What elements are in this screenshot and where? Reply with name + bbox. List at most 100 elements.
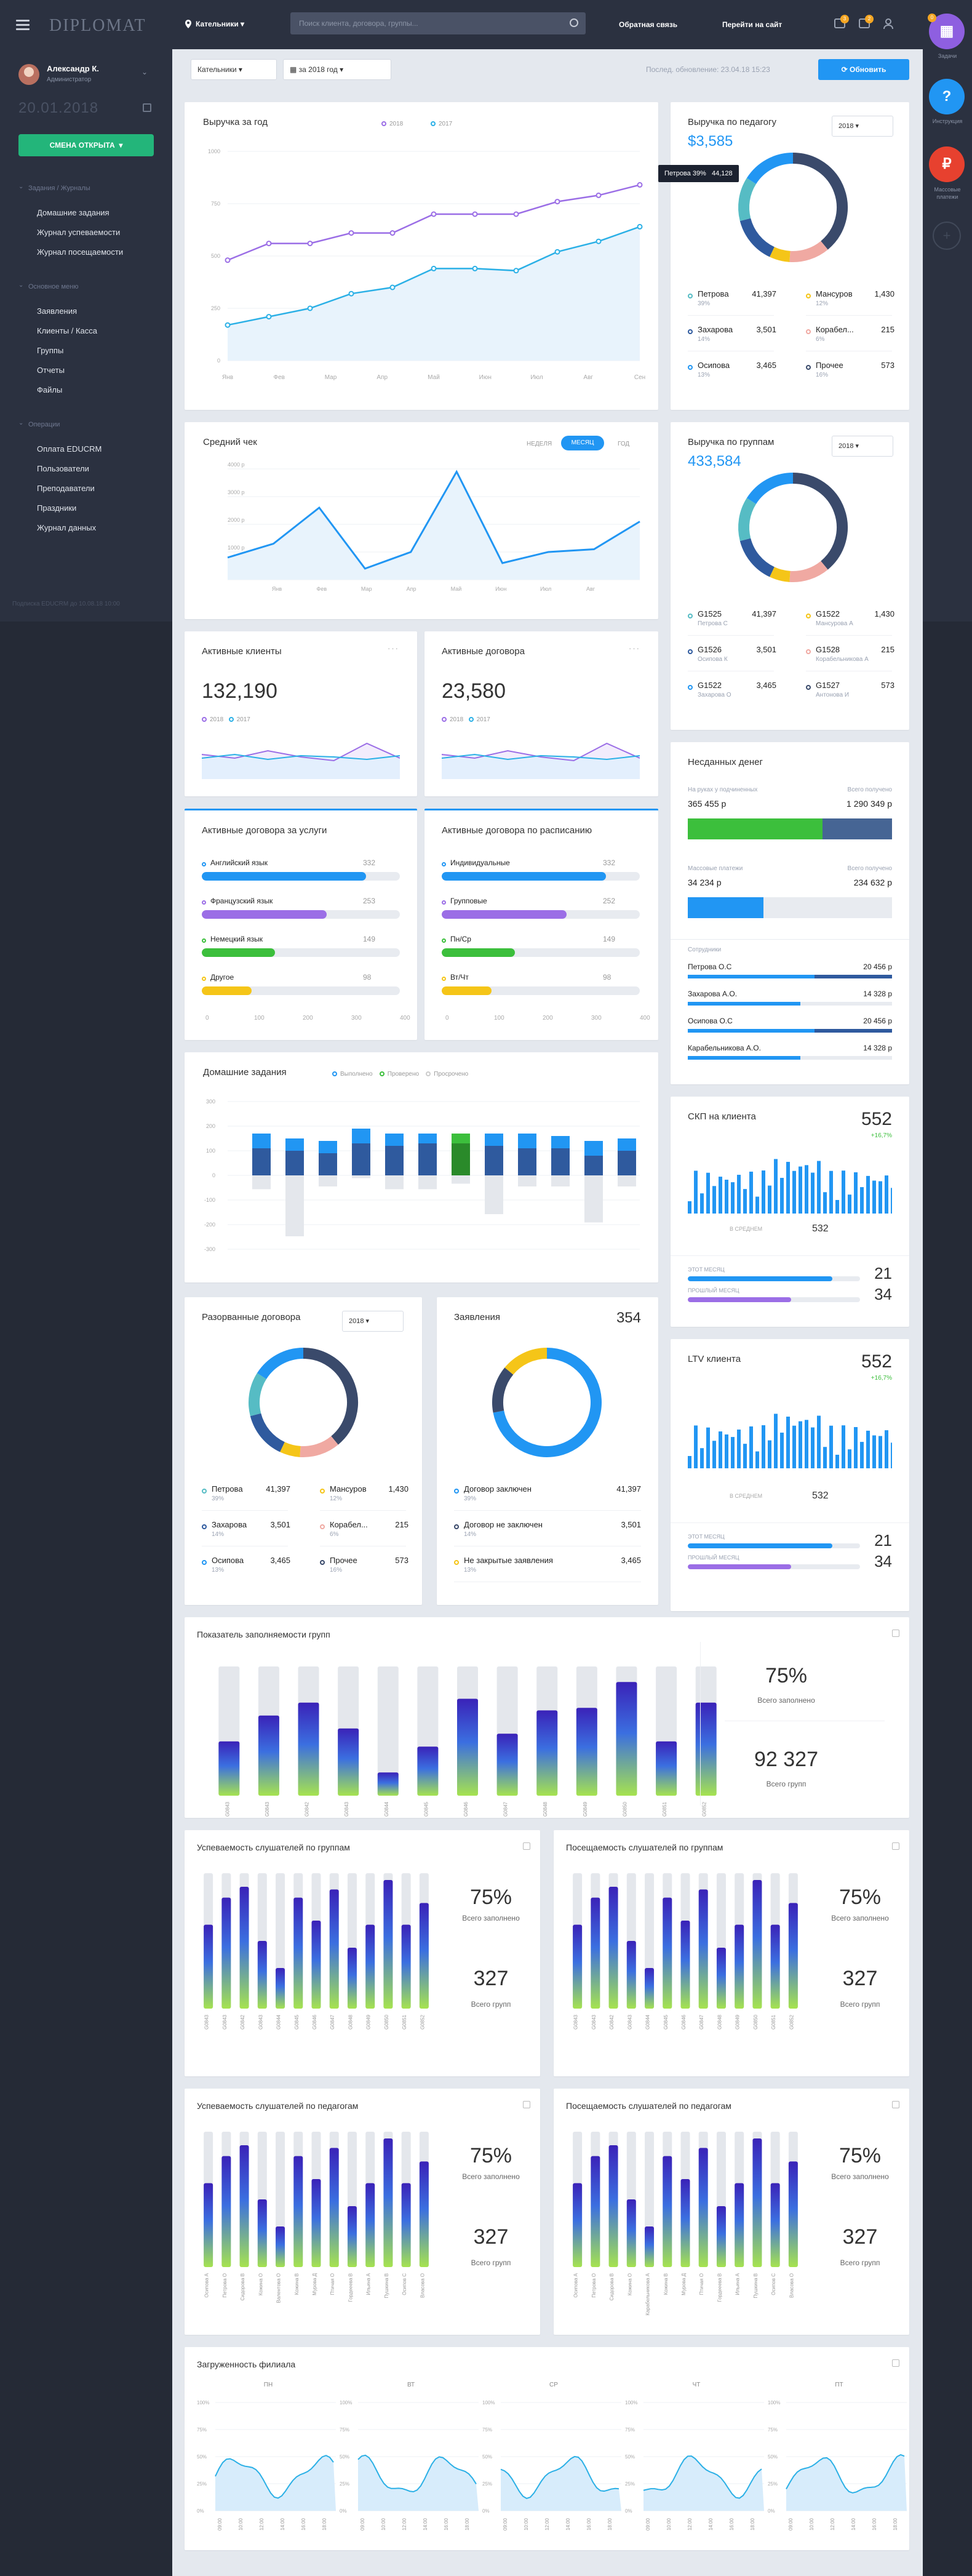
y-tick-label: 25% (625, 2481, 635, 2487)
kpi-bar (743, 1444, 747, 1468)
kpi-bar (762, 1425, 765, 1468)
card-title: СКП на клиента (688, 1111, 756, 1122)
settings-icon[interactable] (523, 1842, 530, 1850)
sidebar-item[interactable]: Преподаватели (37, 484, 95, 493)
feedback-link[interactable]: Обратная связь (619, 20, 678, 29)
bar-fill (496, 1734, 518, 1796)
chevron-down-icon[interactable]: ⌄ (18, 183, 24, 190)
sidebar-item[interactable]: Группы (37, 346, 64, 355)
fill-pct-label: Всего заполнено (462, 1914, 520, 1922)
x-tick-label: Авг (583, 374, 593, 381)
legend-dot (688, 610, 696, 620)
settings-icon[interactable] (892, 1630, 899, 1637)
mail-icon[interactable] (834, 18, 845, 28)
axis-label: 300 (591, 1015, 602, 1022)
progress-bar (202, 872, 400, 881)
shift-open-button[interactable]: СМЕНА ОТКРЫТА ▾ (18, 134, 154, 156)
bar-overdue (584, 1175, 603, 1223)
time-label: 10:00 (238, 2518, 244, 2530)
count-value: 92 327 (754, 1748, 818, 1771)
settings-icon[interactable] (892, 2359, 899, 2367)
more-icon[interactable]: ··· (629, 644, 640, 653)
add-icon[interactable]: + (933, 222, 961, 250)
sidebar-item[interactable]: Журнал посещаемости (37, 247, 124, 257)
kpi-bar (719, 1431, 722, 1468)
y-tick-label: 50% (768, 2454, 778, 2460)
bar-label: Индивидуальные (450, 858, 510, 867)
kpi-bar (694, 1425, 698, 1468)
bar-label: Пн/Ср (450, 935, 471, 943)
sidebar-item[interactable]: Пользователи (37, 464, 89, 473)
goto-site-link[interactable]: Перейти на сайт (722, 20, 783, 29)
time-label: 18:00 (464, 2518, 470, 2530)
more-icon[interactable]: ··· (388, 644, 399, 653)
chevron-down-icon[interactable]: ⌄ (18, 282, 24, 289)
last-month-bar (688, 1564, 860, 1569)
data-point (431, 211, 437, 217)
sidebar-item[interactable]: Домашние задания (37, 208, 110, 217)
year-select[interactable]: 2018 ▾ (342, 1311, 404, 1332)
donut-slice (792, 153, 848, 250)
year-select[interactable]: 2018 ▾ (832, 436, 893, 457)
sidebar-item[interactable]: Журнал данных (37, 523, 97, 532)
sidebar-item[interactable]: Праздники (37, 503, 77, 513)
sidebar-item[interactable]: Журнал успеваемости (37, 228, 121, 237)
tab-month[interactable]: МЕСЯЦ (561, 436, 604, 450)
bar-fill (419, 1903, 429, 2009)
bar-label: G0843 (222, 2014, 228, 2030)
x-tick-label: Май (451, 586, 462, 592)
revenue-teacher-card: Выручка по педагогу 2018 ▾ $3,585 Петров… (658, 102, 909, 410)
settings-icon[interactable] (892, 2101, 899, 2108)
count-value: 327 (473, 2225, 509, 2249)
sidebar-item[interactable]: Клиенты / Касса (37, 326, 97, 335)
bar-label: Птичая О (330, 2273, 335, 2295)
refresh-button[interactable]: ⟳ Обновить (818, 59, 909, 80)
sidebar-item[interactable]: Файлы (37, 385, 63, 394)
bar-overdue (252, 1175, 271, 1190)
menu-icon[interactable] (16, 20, 30, 30)
bar-checked (385, 1146, 404, 1175)
user-icon[interactable] (883, 18, 893, 31)
bar-label: G0847 (699, 2014, 704, 2030)
year-select[interactable]: 2018 ▾ (832, 116, 893, 137)
data-point (554, 249, 560, 255)
data-point (266, 314, 272, 320)
y-tick-label: 0% (625, 2508, 632, 2514)
search-input[interactable]: Поиск клиента, договора, группы... (290, 12, 586, 34)
chevron-down-icon[interactable]: ⌄ (18, 420, 24, 426)
time-label: 18:00 (893, 2518, 898, 2530)
card-title: Выручка по группам (688, 437, 775, 447)
kpi-bar (885, 1430, 888, 1468)
time-label: 09:00 (645, 2518, 651, 2530)
help-button[interactable]: ? (929, 79, 965, 114)
chat-icon[interactable] (859, 18, 870, 28)
sidebar-item[interactable]: Заявления (37, 306, 78, 316)
contracts-service-card: Активные договора за услуги Английский я… (185, 809, 417, 1040)
mass-payments-button[interactable]: ₽ (929, 146, 965, 182)
calendar-icon[interactable] (143, 103, 151, 112)
time-label: 16:00 (729, 2518, 735, 2530)
sidebar-item[interactable]: Оплата EDUCRM (37, 444, 102, 454)
legend-value: 215 (395, 1520, 408, 1529)
sidebar-item[interactable]: Отчеты (37, 366, 65, 375)
legend-2017: 2017 (431, 121, 452, 127)
search-icon[interactable] (570, 18, 578, 27)
y-tick-label: 50% (340, 2454, 349, 2460)
tab-week[interactable]: НЕДЕЛЯ (527, 441, 552, 447)
bar-label: G0849 (735, 2014, 741, 2030)
avatar[interactable] (18, 64, 39, 85)
tab-year[interactable]: ГОД (618, 441, 630, 447)
location-selector[interactable]: Кательники ▾ (196, 20, 245, 28)
settings-icon[interactable] (523, 2101, 530, 2108)
bar-fill (626, 2199, 636, 2267)
y-tick-label: 0 (217, 358, 220, 364)
period-filter[interactable]: ▦ за 2018 год ▾ (283, 59, 391, 80)
bar-label: Английский язык (210, 858, 268, 867)
settings-icon[interactable] (892, 1842, 899, 1850)
legend-name: Не закрытые заявления (464, 1556, 553, 1565)
chevron-down-icon[interactable]: ⌄ (141, 68, 148, 76)
branch-filter[interactable]: Кательники ▾ (191, 59, 277, 80)
last-month-value: 34 (874, 1285, 892, 1303)
bar-checked (285, 1151, 304, 1175)
